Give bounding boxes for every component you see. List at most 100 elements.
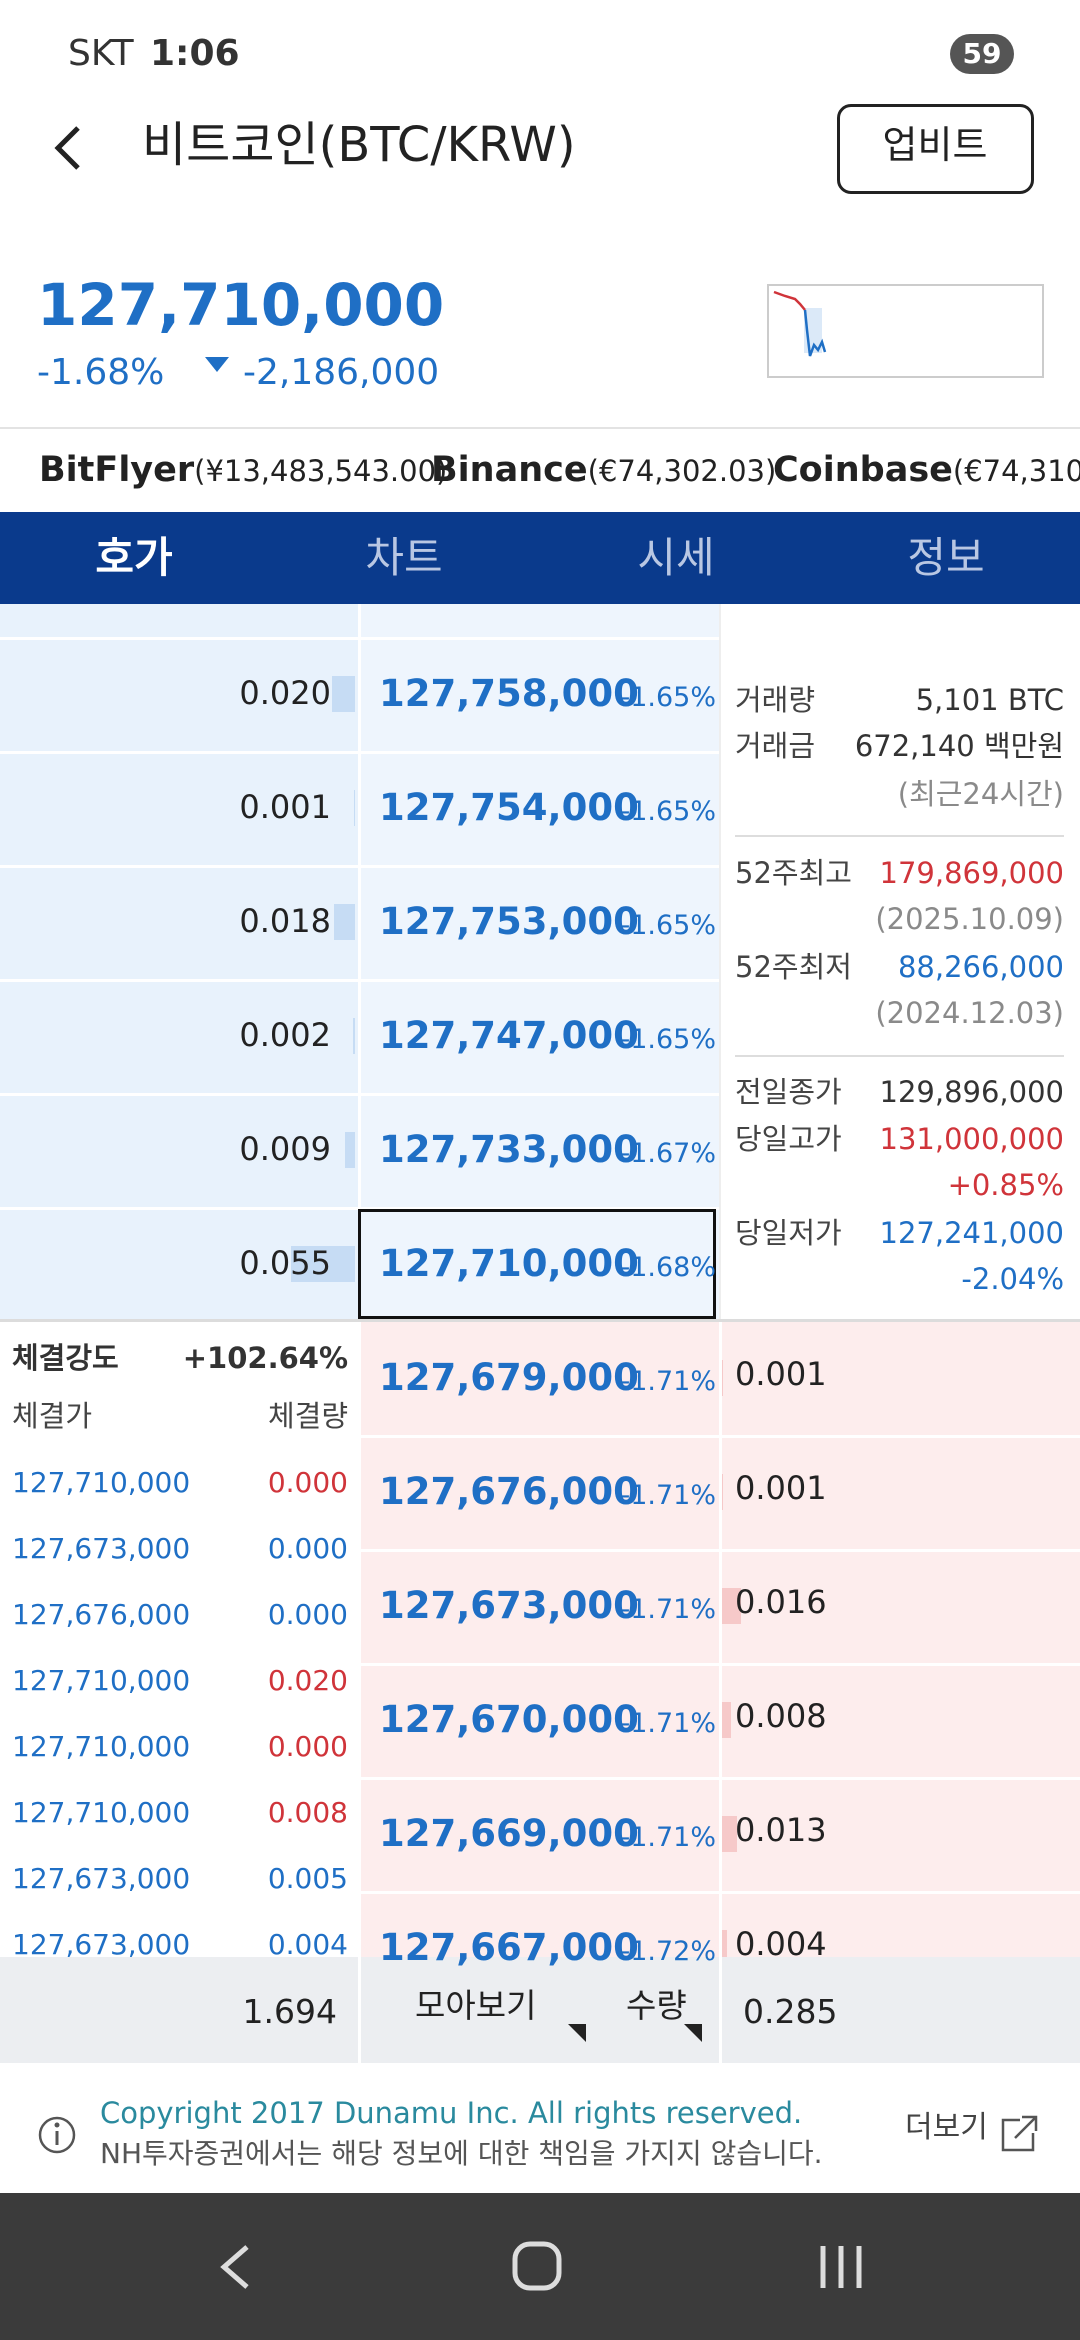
ask-change: -1.68% [620,1252,716,1284]
trade-price: 127,710,000 [12,1729,191,1763]
exchange-name: Binance [431,450,588,490]
ask-quantity: 0.001 [239,788,331,827]
ask-quantity-bar [352,1018,355,1054]
info-note: -2.04% [961,1262,1064,1297]
exchange-button[interactable]: 업비트 [882,123,988,168]
info-note: (최근24시간) [897,777,1064,812]
bid-change: -1.71% [620,1594,716,1626]
ask-price[interactable]: 127,758,000 [379,672,639,716]
nav-recent[interactable] [820,2246,862,2288]
bid-price[interactable]: 127,679,000 [379,1356,639,1400]
current-price: 127,710,000 [37,271,445,340]
exchange-price: (¥13,483,543.00) [194,454,448,488]
corner-mark [568,2024,586,2042]
exchange-name: BitFlyer [39,450,195,490]
status-carrier: SKT [68,32,134,74]
trade-price: 127,710,000 [12,1663,191,1697]
nav-home[interactable] [512,2241,562,2291]
exchange-button-frame[interactable] [837,104,1034,194]
sparkline-up [773,290,806,311]
tab[interactable]: 시세 [637,532,715,582]
exchange[interactable]: Coinbase(€74,310.76 [773,445,1080,495]
exchange-name: Coinbase [773,450,953,490]
trade-volume: 0.020 [267,1663,348,1697]
bid-quantity-bar [722,1360,724,1396]
unit-button[interactable]: 수량 [626,1985,687,2025]
row-separator [0,1093,719,1096]
tab[interactable]: 호가 [95,532,173,582]
battery-level: 59 [962,36,1002,70]
copyright: Copyright 2017 Dunamu Inc. All rights re… [100,2096,803,2131]
bid-price-column [358,1321,719,1957]
row-separator [0,751,719,754]
info-note: +0.85% [947,1168,1064,1203]
row-separator [358,1549,1080,1552]
bid-quantity-bar [722,1588,741,1624]
info-value: 179,869,000 [879,856,1065,891]
info-value: 129,896,000 [879,1075,1065,1110]
trade-price-header: 체결가 [12,1399,93,1434]
page-title: 비트코인(BTC/KRW) [142,117,576,174]
bid-price[interactable]: 127,670,000 [379,1698,639,1742]
ask-price[interactable]: 127,753,000 [379,900,639,944]
row-separator [0,865,719,868]
trade-volume: 0.000 [267,1729,348,1763]
ask-quantity-bar [344,1132,355,1168]
ask-price[interactable]: 127,747,000 [379,1014,639,1058]
bid-change: -1.71% [620,1366,716,1398]
bid-quantity-bar [722,1474,724,1510]
back-icon[interactable] [54,126,80,170]
bottom-divider [358,1957,361,2063]
row-separator [0,979,719,982]
bid-quantity: 0.013 [735,1811,827,1850]
change-percent: -1.68% [37,351,165,393]
external-link-icon[interactable] [1001,2115,1038,2152]
tab[interactable]: 정보 [907,532,985,582]
info-value: 127,241,000 [879,1216,1065,1251]
bid-price[interactable]: 127,669,000 [379,1812,639,1856]
divider [0,427,1080,429]
down-triangle [205,357,229,372]
trade-price: 127,710,000 [12,1795,191,1829]
group-button[interactable]: 모아보기 [415,1985,537,2025]
ask-total: 1.694 [242,1991,337,2031]
book-divider [0,1319,1080,1322]
ask-quantity: 0.018 [239,902,331,941]
row-separator [0,1207,719,1210]
bid-change: -1.71% [620,1708,716,1740]
ask-quantity: 0.020 [239,674,331,713]
bid-price[interactable]: 127,667,000 [379,1926,639,1970]
disclaimer: NH투자증권에서는 해당 정보에 대한 책임을 가지지 않습니다. [100,2136,823,2170]
trade-volume: 0.000 [267,1531,348,1565]
bid-price[interactable]: 127,676,000 [379,1470,639,1514]
bottom-bar [0,1957,1080,2063]
info-value: 5,101 BTC [915,683,1064,718]
battery [950,34,1014,74]
strength-label: 체결강도 [12,1341,119,1376]
bid-quantity-bar [722,1702,732,1738]
row-separator [358,1777,1080,1780]
ask-price[interactable]: 127,754,000 [379,786,639,830]
bid-quantity: 0.008 [735,1697,827,1736]
ask-change: -1.65% [620,796,716,828]
bid-price[interactable]: 127,673,000 [379,1584,639,1628]
ask-price[interactable]: 127,733,000 [379,1128,639,1172]
exchange-price: (€74,302.03) [587,454,777,488]
info-icon [38,2116,76,2154]
sparkline-down [803,309,827,357]
more-link[interactable]: 더보기 [905,2110,988,2146]
info-label: 당일고가 [735,1122,842,1157]
exchange[interactable]: Binance(€74,302.03) [431,445,776,495]
trade-volume-header: 체결량 [267,1399,348,1434]
info-label: 전일종가 [735,1075,842,1110]
trade-volume: 0.000 [267,1597,348,1631]
info-label: 거래금 [735,729,816,764]
nav-back[interactable] [220,2245,249,2289]
current-price-frame [358,1209,716,1319]
ask-price[interactable]: 127,710,000 [379,1242,639,1286]
exchange[interactable]: BitFlyer(¥13,483,543.00) [39,445,447,495]
info-label: 52주최고 [735,856,852,891]
ask-change: -1.67% [620,1138,716,1170]
tab[interactable]: 차트 [365,532,443,582]
